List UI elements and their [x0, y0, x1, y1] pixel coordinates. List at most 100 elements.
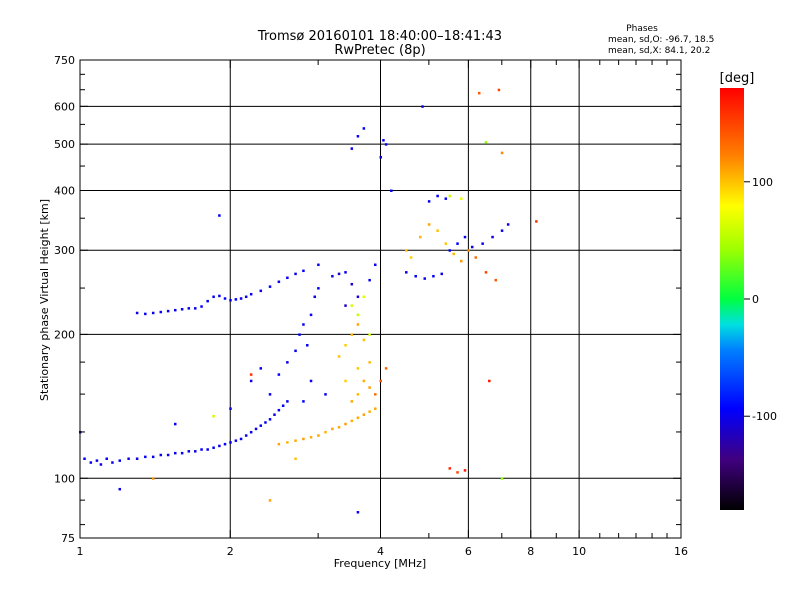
data-point — [423, 277, 426, 280]
data-point — [337, 426, 341, 429]
grid — [80, 60, 681, 538]
data-point — [309, 435, 313, 439]
data-point — [356, 367, 360, 370]
x-tick-label: 6 — [465, 545, 472, 558]
data-point — [419, 235, 422, 239]
data-point — [313, 295, 316, 299]
data-point — [379, 379, 382, 383]
data-point — [173, 451, 177, 455]
data-point — [105, 457, 108, 460]
data-point — [229, 407, 232, 410]
axis-ticks — [79, 59, 682, 538]
data-point — [356, 295, 360, 299]
data-point — [344, 304, 347, 307]
data-point — [456, 242, 459, 245]
data-point — [440, 272, 444, 276]
data-point — [249, 373, 253, 376]
data-point — [244, 295, 248, 299]
data-point — [89, 461, 93, 464]
data-point — [500, 151, 504, 155]
data-point — [212, 414, 215, 418]
y-tick-label: 750 — [54, 54, 75, 67]
data-point — [344, 344, 347, 347]
data-point — [286, 400, 289, 403]
data-point — [506, 223, 510, 226]
data-point — [452, 252, 455, 256]
data-point — [234, 298, 238, 301]
x-tick-label: 4 — [377, 545, 384, 558]
data-point — [309, 379, 313, 383]
data-point — [309, 313, 313, 317]
data-point — [344, 379, 347, 383]
data-point — [200, 305, 203, 308]
data-point — [374, 263, 377, 267]
data-point — [350, 282, 354, 286]
data-point — [173, 422, 177, 426]
data-point — [405, 249, 408, 252]
data-point — [362, 295, 366, 299]
data-point — [317, 287, 320, 290]
data-point — [362, 338, 366, 342]
data-point — [302, 437, 305, 441]
data-point — [491, 235, 494, 239]
data-point — [356, 416, 360, 420]
data-point — [151, 455, 155, 459]
data-point — [350, 419, 354, 423]
data-point — [159, 310, 163, 314]
x-tick-label: 1 — [77, 545, 84, 558]
data-point — [436, 194, 439, 198]
colorbar-ticks: -100 0 100 — [744, 176, 777, 423]
data-point — [206, 448, 209, 451]
data-point — [374, 393, 377, 396]
data-point — [277, 280, 281, 284]
data-point — [244, 434, 248, 437]
data-point — [239, 437, 243, 441]
data-point — [159, 453, 163, 457]
data-point — [350, 400, 354, 403]
phases-o-stats: mean, sd,O: -96.7, 18.5 — [608, 35, 714, 45]
data-point — [83, 457, 86, 460]
x-tick-label: 2 — [227, 545, 234, 558]
phases-heading: Phases — [626, 24, 658, 34]
colorbar-tick-label: 100 — [752, 176, 773, 189]
data-point — [218, 214, 221, 217]
data-point — [467, 249, 470, 252]
data-point — [259, 367, 263, 370]
data-point — [456, 471, 459, 474]
data-point — [166, 309, 170, 313]
data-point — [127, 457, 130, 460]
data-point — [379, 156, 382, 159]
data-point — [444, 242, 448, 245]
x-tick-label: 10 — [572, 545, 586, 558]
data-point — [374, 407, 377, 410]
plot-title-group: Tromsø 20160101 18:40:00–18:41:43 RwPret… — [257, 29, 502, 58]
data-point — [317, 434, 320, 437]
data-point — [212, 446, 215, 449]
data-point — [362, 379, 366, 383]
data-point — [212, 295, 215, 299]
data-point — [317, 263, 320, 267]
data-point — [229, 299, 232, 302]
data-point — [324, 393, 327, 396]
x-tick-label: 16 — [674, 545, 688, 558]
y-tick-label: 75 — [61, 532, 75, 545]
data-point — [194, 450, 197, 453]
data-point — [286, 276, 289, 280]
y-tick-labels: 75 100 200 300 400 500 600 750 — [54, 54, 75, 545]
data-point — [306, 344, 309, 347]
data-point — [249, 379, 253, 383]
data-point — [166, 453, 170, 457]
data-point — [302, 269, 305, 273]
data-point — [294, 272, 297, 276]
data-point — [331, 274, 334, 278]
data-point — [277, 408, 281, 412]
data-point — [187, 307, 191, 310]
colorbar-gradient — [720, 88, 744, 510]
data-point — [324, 430, 327, 434]
data-point — [118, 487, 122, 491]
data-point — [302, 400, 305, 403]
phases-x-stats: mean, sd,X: 84.1, 20.2 — [608, 46, 710, 56]
data-point — [460, 259, 463, 263]
x-axis-label: Frequency [MHz] — [334, 557, 426, 570]
y-tick-label: 300 — [54, 244, 75, 257]
